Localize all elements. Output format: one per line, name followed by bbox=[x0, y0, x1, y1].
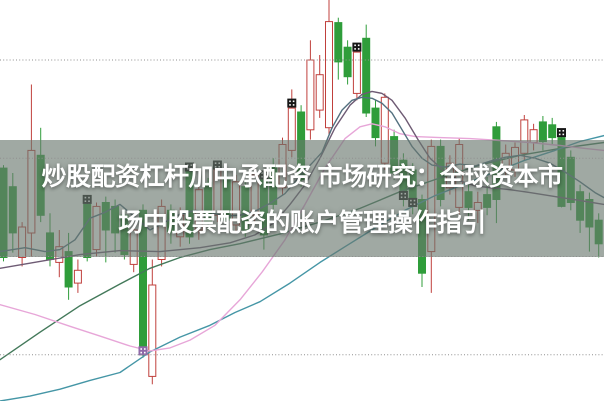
article-title-line-2: 场中股票配资的账户管理操作指引 bbox=[118, 208, 486, 237]
article-title-line-1: 炒股配资杠杆加中承配资 市场研究：全球资本市 bbox=[41, 162, 563, 191]
title-banner-overlay bbox=[0, 140, 604, 257]
article-title: 炒股配资杠杆加中承配资 市场研究：全球资本市 场中股票配资的账户管理操作指引 bbox=[0, 140, 604, 257]
